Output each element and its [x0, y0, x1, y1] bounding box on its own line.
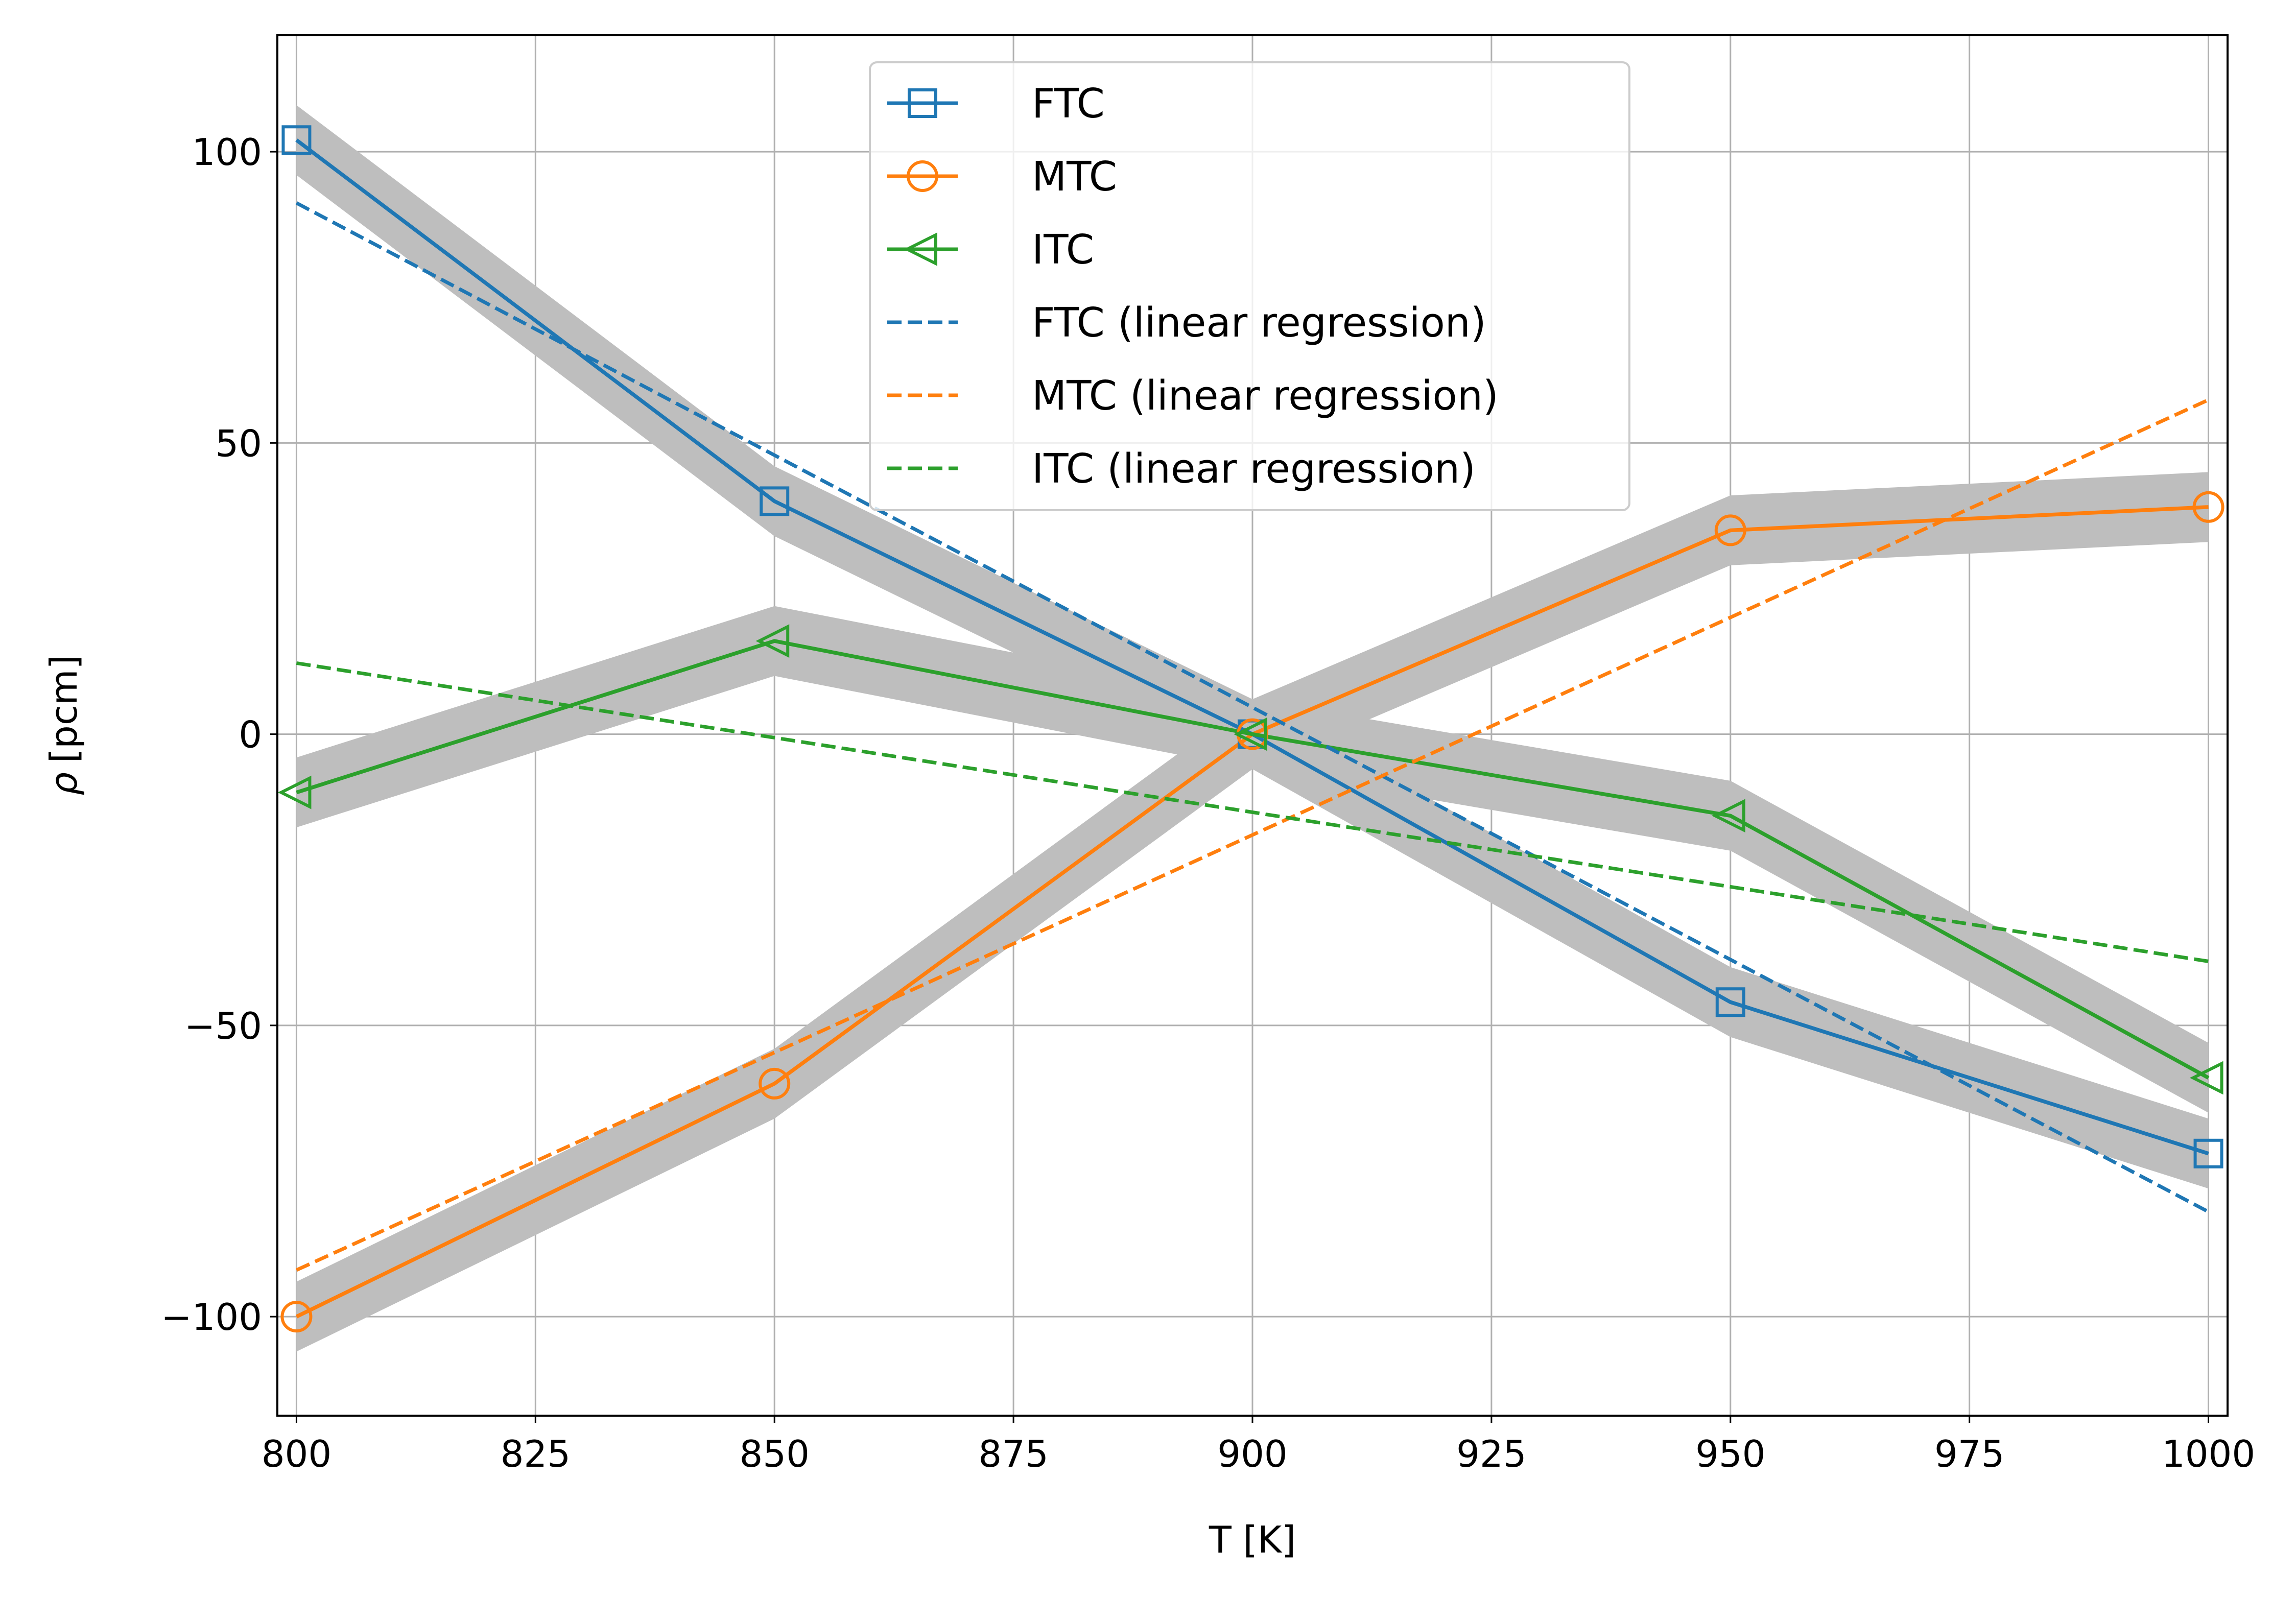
band-itc — [296, 606, 2209, 1113]
x-tick-label: 975 — [1934, 1433, 2004, 1475]
legend-box — [869, 61, 1630, 511]
marker-mtc-850 — [759, 1067, 791, 1100]
marker-mtc-800 — [280, 1301, 313, 1333]
marker-itc-850 — [755, 624, 790, 658]
x-tick-label: 1000 — [2162, 1433, 2255, 1475]
marker-mtc-950 — [1714, 514, 1746, 546]
marker-itc-1000 — [2189, 1061, 2223, 1095]
marker-mtc-1000 — [2192, 491, 2224, 523]
series-lines — [295, 138, 2210, 1319]
series-line-ftc-linear-regression — [295, 201, 2210, 1213]
uncertainty-bands — [296, 105, 2209, 1352]
y-tick-label: 50 — [215, 422, 262, 465]
x-tick-label: 900 — [1217, 1433, 1287, 1475]
legend-label-mtc-linear-regression: MTC (linear regression) — [1032, 372, 1499, 419]
y-axis-unit: [pcm] — [42, 655, 85, 763]
legend-label-mtc: MTC — [1032, 153, 1117, 200]
marker-itc-800 — [277, 775, 312, 809]
marker-ftc-950 — [1715, 987, 1745, 1017]
marker-ftc-1000 — [2193, 1138, 2223, 1168]
marker-itc-950 — [1712, 799, 1745, 833]
y-axis-label: ρ [pcm] — [42, 655, 85, 795]
y-tick-label: 100 — [192, 131, 262, 174]
series-line-mtc-linear-regression — [295, 398, 2210, 1272]
marker-ftc-800 — [281, 125, 312, 155]
y-tick-label: 0 — [239, 713, 262, 756]
marker-ftc-850 — [760, 486, 790, 516]
series-line-itc-linear-regression — [296, 661, 2209, 963]
y-axis-symbol: ρ — [42, 772, 85, 796]
x-tick-label: 950 — [1695, 1433, 1765, 1475]
legend-marker-mtc — [907, 160, 938, 192]
legend-marker-itc — [904, 232, 937, 266]
legend-label-ftc-linear-regression: FTC (linear regression) — [1032, 299, 1486, 346]
x-tick-label: 850 — [739, 1433, 809, 1475]
y-tick-label: −100 — [161, 1296, 262, 1339]
legend-label-ftc: FTC — [1032, 80, 1105, 127]
series-line-itc — [296, 639, 2210, 1080]
legend-label-itc: ITC — [1032, 226, 1094, 273]
legend-marker-ftc — [908, 88, 937, 118]
legend-label-itc-linear-regression: ITC (linear regression) — [1032, 445, 1476, 492]
axis-ticks: 800 825 850 875 900 925 950 975 1000 −100 −50 0 50 10… — [161, 131, 2255, 1475]
band-ftc — [296, 105, 2209, 1189]
marker-itc-900 — [1234, 717, 1267, 751]
series-markers — [277, 125, 2224, 1333]
y-tick-label: −50 — [184, 1005, 262, 1047]
x-tick-label: 800 — [262, 1433, 332, 1475]
x-axis-label: T [K] — [1209, 1518, 1296, 1561]
legend: FTC MTC ITC FTC (linear regression) MTC (lin… — [869, 61, 1630, 511]
x-tick-label: 925 — [1456, 1433, 1526, 1475]
x-tick-label: 825 — [501, 1433, 571, 1475]
x-tick-label: 875 — [978, 1433, 1048, 1475]
